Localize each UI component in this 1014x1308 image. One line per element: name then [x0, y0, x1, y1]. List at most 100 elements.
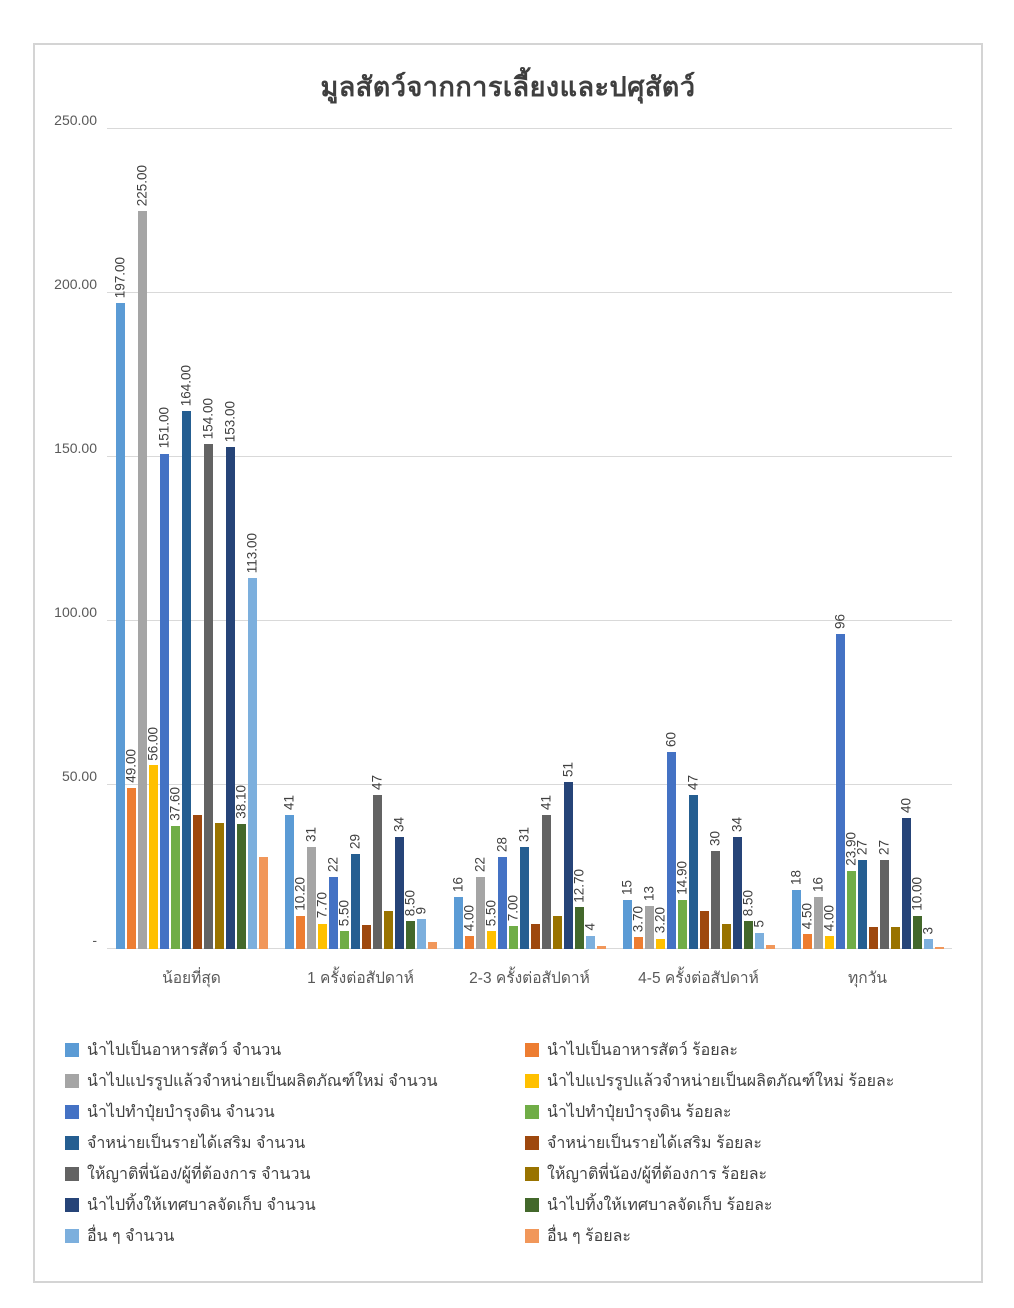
bar: 30	[707, 831, 722, 949]
legend-item[interactable]: อื่น ๆ จำนวน	[65, 1225, 525, 1247]
legend-label: นำไปทิ้งให้เทศบาลจัดเก็บ จำนวน	[87, 1196, 316, 1214]
bar: 31	[303, 827, 318, 949]
gridline	[107, 128, 952, 129]
bar-value-label: 5	[751, 920, 767, 928]
legend-label: จำหน่ายเป็นรายได้เสริม จำนวน	[87, 1134, 306, 1152]
legend-label: นำไปแปรรูปแล้วจำหน่ายเป็นผลิตภัณฑ์ใหม่ ร…	[547, 1072, 895, 1090]
x-axis-category-labels: น้อยที่สุด 1 ครั้งต่อสัปดาห์ 2-3 ครั้งต่อส…	[107, 965, 952, 990]
legend-item[interactable]: นำไปแปรรูปแล้วจำหน่ายเป็นผลิตภัณฑ์ใหม่ จ…	[65, 1070, 525, 1092]
bar: 4	[582, 923, 597, 949]
bar-value-label: 10.00	[909, 877, 925, 912]
bar: 27	[854, 840, 869, 949]
legend-item[interactable]: นำไปทำปุ๋ยบำรุงดิน จำนวน	[65, 1101, 525, 1123]
bar: 154.00	[200, 398, 215, 949]
legend-item[interactable]: นำไปทำปุ๋ยบำรุงดิน ร้อยละ	[525, 1101, 965, 1123]
legend-item[interactable]: จำหน่ายเป็นรายได้เสริม ร้อยละ	[525, 1132, 965, 1154]
legend: นำไปเป็นอาหารสัตว์ จำนวน นำไปเป็นอาหารสัต…	[65, 1039, 965, 1247]
legend-swatch-icon	[65, 1229, 79, 1243]
bar: 225.00	[134, 165, 149, 949]
legend-item[interactable]: นำไปทิ้งให้เทศบาลจัดเก็บ ร้อยละ	[525, 1194, 965, 1216]
bar-value-label: 31	[516, 827, 532, 843]
bar-value-label: 9	[413, 906, 429, 915]
bar: 22	[325, 857, 340, 949]
bar-value-label: 18	[788, 869, 804, 885]
legend-label: ให้ญาติพี่น้อง/ผู้ที่ต้องการ ร้อยละ	[547, 1165, 768, 1183]
x-category-label: 1 ครั้งต่อสัปดาห์	[307, 970, 414, 987]
bar-value-label: 3	[920, 926, 936, 935]
bar: 27	[876, 840, 891, 949]
bar	[530, 923, 540, 949]
bar-value-label: 12.70	[571, 868, 587, 903]
legend-swatch-icon	[525, 1167, 539, 1181]
y-tick-label: 100.00	[54, 604, 97, 620]
bar-value-label: 47	[685, 774, 701, 790]
legend-item[interactable]: ให้ญาติพี่น้อง/ผู้ที่ต้องการ ร้อยละ	[525, 1163, 965, 1185]
bar-value-label: 16	[450, 876, 466, 892]
bar-group: 16 4.00 22 5.50 28 7.00 31 41 51 12.70 4	[445, 129, 614, 949]
bar: 12.70	[571, 869, 586, 949]
legend-swatch-icon	[65, 1136, 79, 1150]
x-category-label: ทุกวัน	[848, 970, 887, 987]
bar: 4.00	[461, 905, 476, 949]
bar-value-label: 34	[729, 817, 745, 833]
legend-item[interactable]: นำไปแปรรูปแล้วจำหน่ายเป็นผลิตภัณฑ์ใหม่ ร…	[525, 1070, 965, 1092]
x-category-label: 4-5 ครั้งต่อสัปดาห์	[638, 970, 759, 987]
bar-groups: 197.00 49.00 225.00 56.00 151.00 37.60 164.00 1…	[107, 129, 952, 949]
legend-label: อื่น ๆ ร้อยละ	[547, 1227, 632, 1245]
legend-item[interactable]: อื่น ๆ ร้อยละ	[525, 1225, 965, 1247]
bar-value-label: 4.00	[461, 904, 477, 931]
bar: 15	[619, 880, 634, 949]
bar-value-label: 51	[560, 761, 576, 777]
bar: 60	[663, 732, 678, 949]
legend-item[interactable]: ให้ญาติพี่น้อง/ผู้ที่ต้องการ จำนวน	[65, 1163, 525, 1185]
bar-group: 41 10.20 31 7.70 22 5.50 29 47 34 8.50 9	[276, 129, 445, 949]
bar: 3.20	[652, 907, 667, 949]
legend-item[interactable]: จำหน่ายเป็นรายได้เสริม จำนวน	[65, 1132, 525, 1154]
bar-value-label: 22	[472, 856, 488, 872]
bar-value-label: 164.00	[178, 364, 194, 407]
legend-swatch-icon	[525, 1229, 539, 1243]
gridline	[107, 784, 952, 785]
bar: 41	[538, 795, 553, 949]
y-tick-label: -	[92, 932, 97, 948]
legend-item[interactable]: นำไปเป็นอาหารสัตว์ จำนวน	[65, 1039, 525, 1061]
chart-title: มูลสัตว์จากการเลี้ยงและปศุสัตว์	[320, 72, 696, 102]
bar: 5	[751, 920, 766, 949]
bar: 28	[494, 837, 509, 949]
bar-value-label: 28	[494, 837, 510, 853]
bar	[934, 946, 944, 949]
legend-swatch-icon	[65, 1074, 79, 1088]
bar: 13	[641, 886, 656, 949]
bar-value-label: 8.50	[740, 889, 756, 917]
legend-label: นำไปทำปุ๋ยบำรุงดิน จำนวน	[87, 1103, 275, 1121]
bar: 4.00	[821, 905, 836, 949]
bar: 7.70	[314, 892, 329, 949]
bar-value-label: 225.00	[134, 164, 150, 206]
bar	[427, 941, 437, 949]
bar: 164.00	[178, 365, 193, 949]
legend-swatch-icon	[65, 1105, 79, 1119]
bar-value-label: 7.70	[314, 892, 330, 919]
bar: 56.00	[145, 727, 160, 949]
bar-value-label: 151.00	[156, 407, 172, 449]
legend-label: จำหน่ายเป็นรายได้เสริม ร้อยละ	[547, 1134, 762, 1152]
bar-value-label: 41	[281, 794, 297, 810]
bar: 18	[788, 870, 803, 949]
legend-item[interactable]: นำไปเป็นอาหารสัตว์ ร้อยละ	[525, 1039, 965, 1061]
bar: 16	[810, 877, 825, 949]
bar-value-label: 113.00	[244, 533, 260, 574]
bar-value-label: 37.60	[167, 786, 183, 821]
legend-label: นำไปทำปุ๋ยบำรุงดิน ร้อยละ	[547, 1103, 732, 1121]
legend-item[interactable]: นำไปทิ้งให้เทศบาลจัดเก็บ จำนวน	[65, 1194, 525, 1216]
bar-value-label: 41	[538, 794, 554, 810]
bar: 41	[281, 795, 296, 949]
bar-group: 18 4.50 16 4.00 96 23.90 27 27 40 10.00 3	[783, 129, 952, 949]
bar-group: 197.00 49.00 225.00 56.00 151.00 37.60 164.00 1…	[107, 129, 276, 949]
legend-label: นำไปแปรรูปแล้วจำหน่ายเป็นผลิตภัณฑ์ใหม่ จ…	[87, 1072, 438, 1090]
bar-value-label: 154.00	[200, 397, 216, 439]
bar: 37.60	[167, 787, 182, 949]
bar-value-label: 47	[369, 774, 385, 790]
legend-label: นำไปทิ้งให้เทศบาลจัดเก็บ ร้อยละ	[547, 1196, 773, 1214]
bar-group: 15 3.70 13 3.20 60 14.90 47 30 34 8.50 5	[614, 129, 783, 949]
